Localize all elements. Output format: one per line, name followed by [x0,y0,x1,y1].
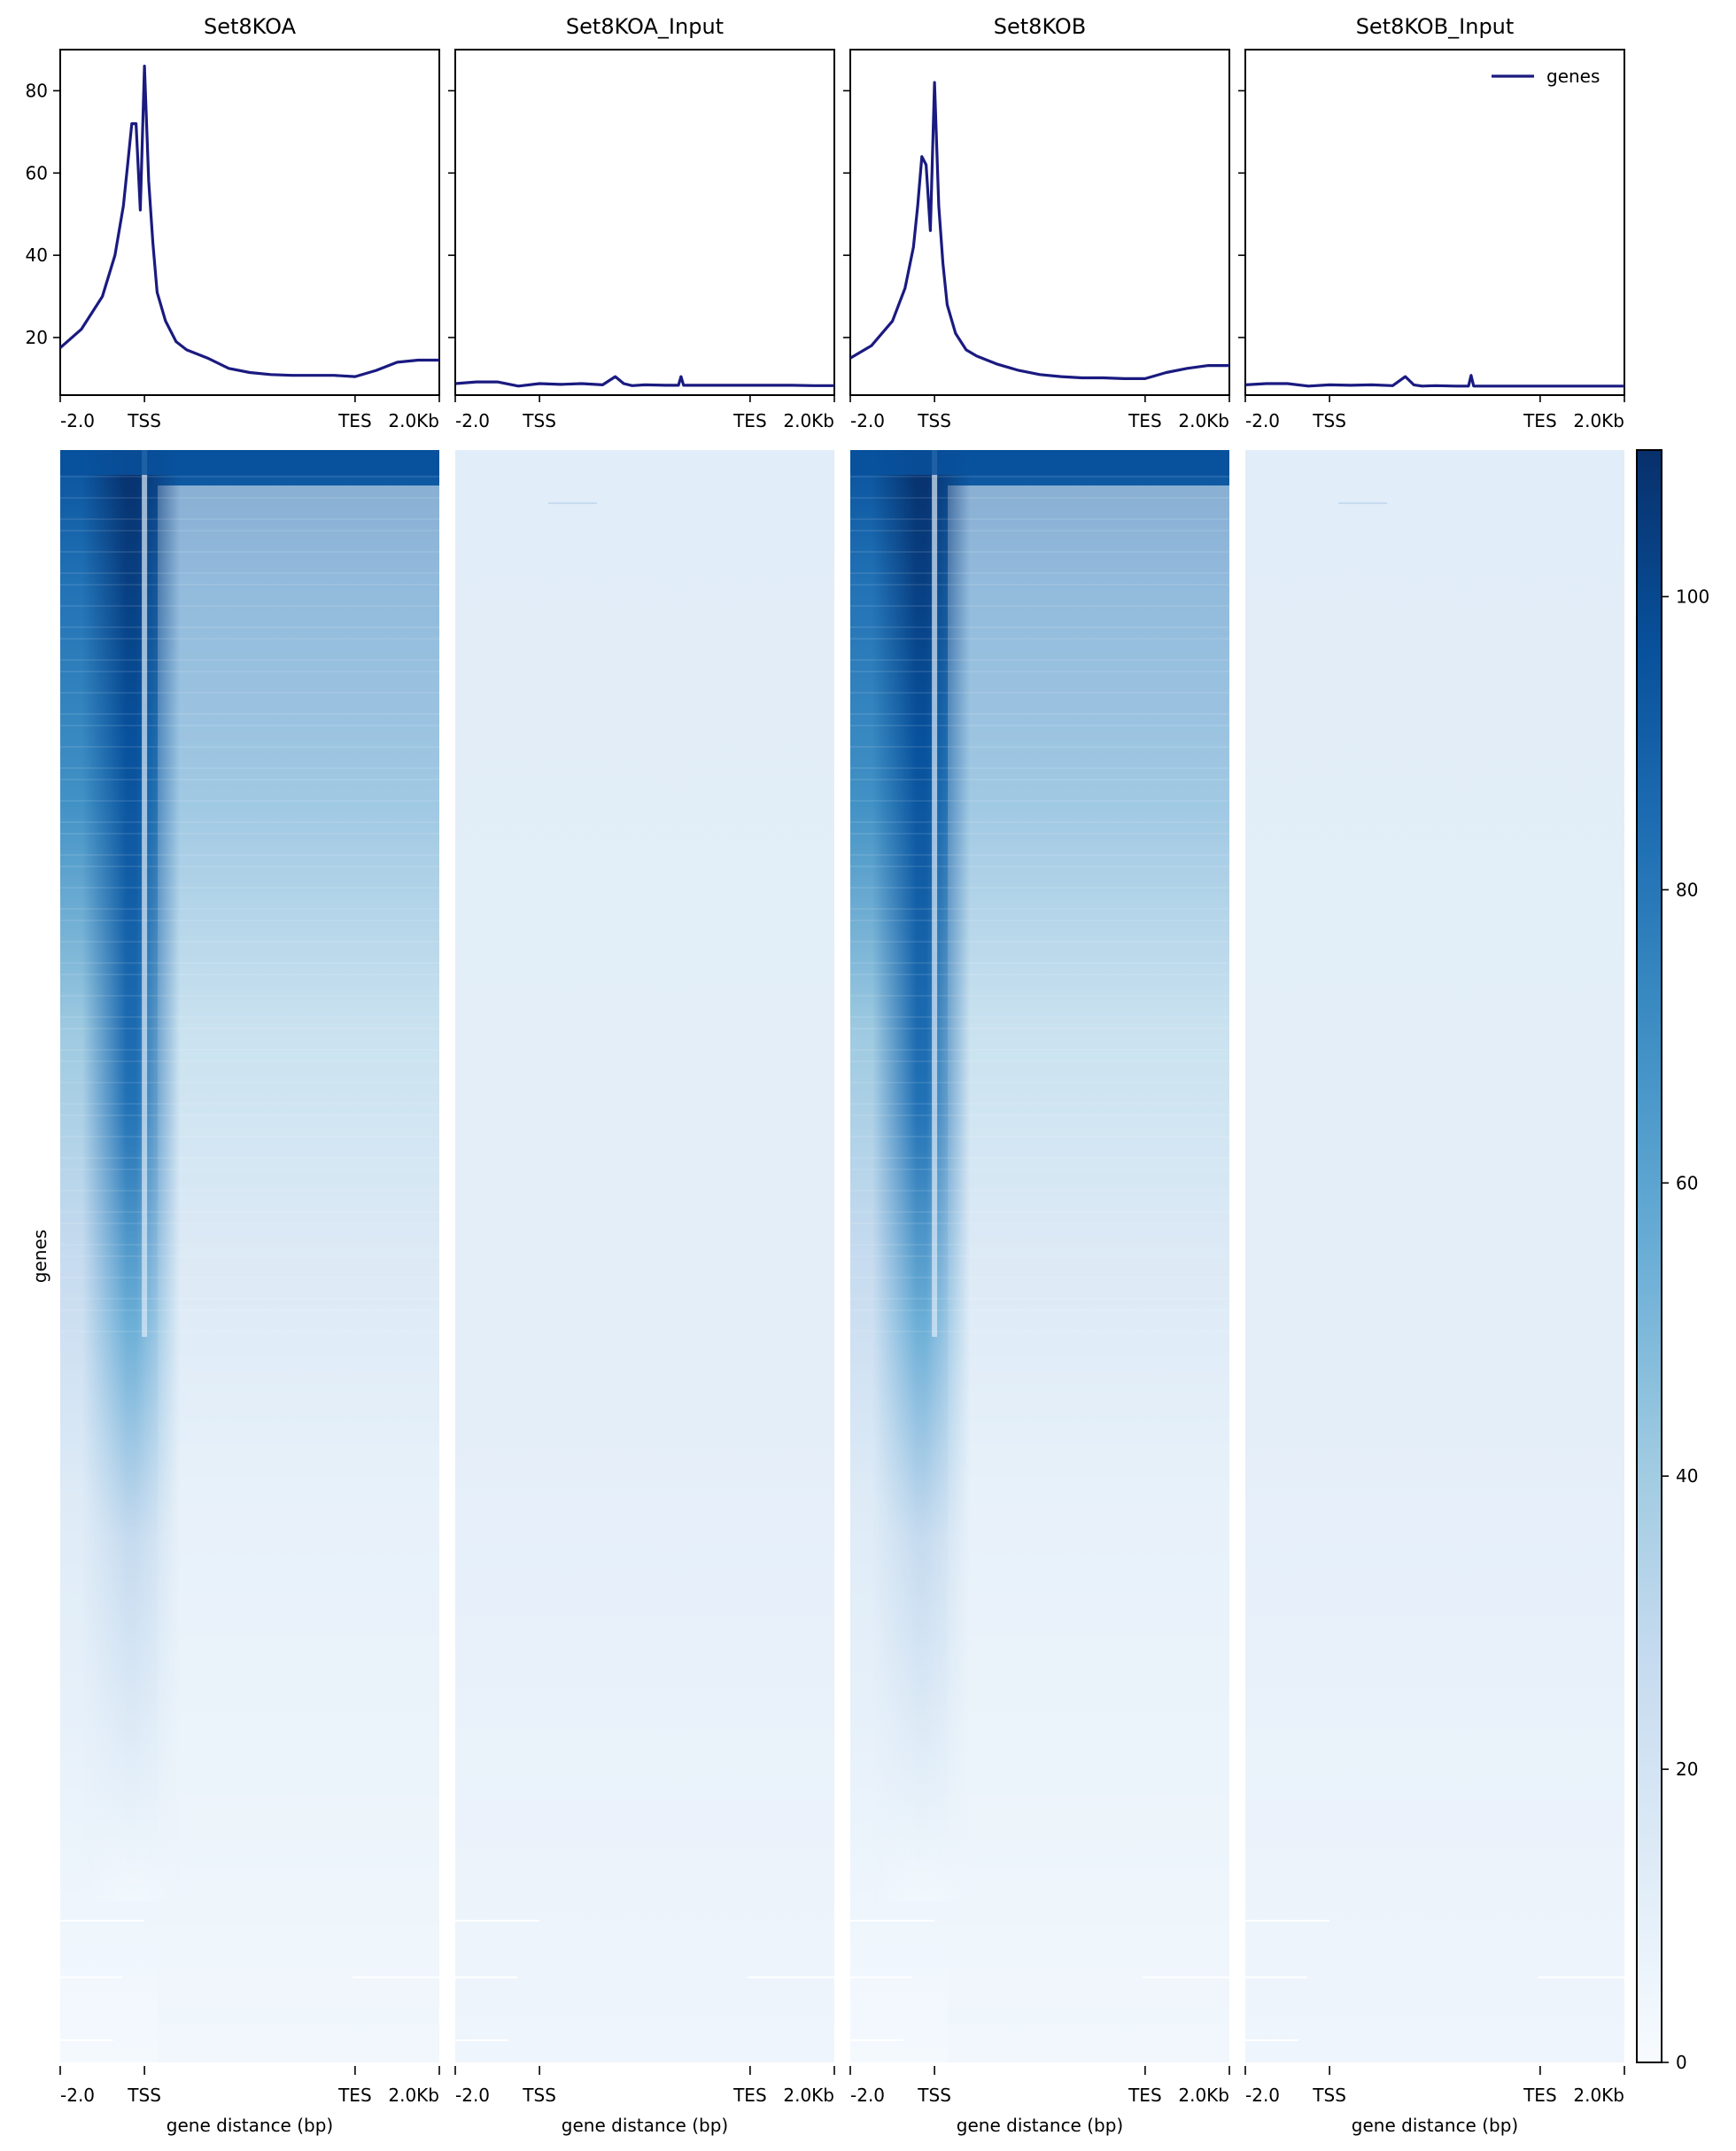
heatmap-xtick-label: TSS [522,2085,556,2106]
heatmap-genebody-fade [158,485,439,2062]
panel-title: Set8KOB [994,14,1086,39]
heatmap-xlabel: gene distance (bp) [1352,2115,1518,2136]
heatmap-xtick-label: TES [337,2085,372,2106]
profile-xtick-label: -2.0 [455,410,490,431]
profile-xtick-label: TES [337,410,372,431]
panel-set8kob-input: Set8KOB_Input -2.0 TSS TES 2.0Kb genes -2.0 TSS… [1238,14,1625,2136]
colorbar-tick-label: 40 [1676,1465,1698,1487]
profile-xtick-label: TES [1523,410,1557,431]
profile-xtick-label: -2.0 [850,410,885,431]
panel-title: Set8KOA [204,14,297,39]
panel-set8koa-input: Set8KOA_Input -2.0 TSS TES 2.0Kb -2.0 TSS TES 2.… [448,14,835,2136]
profile-xtick-label: 2.0Kb [1573,410,1624,431]
heatmap [455,450,834,2062]
heatmap-xtick-label: 2.0Kb [1178,2085,1229,2106]
colorbar-tick-label: 80 [1676,879,1698,900]
profile-ytick-label: 20 [26,327,48,348]
profile-xtick-label: TSS [522,410,556,431]
heatmap-xtick-label: -2.0 [455,2085,490,2106]
heatmap-tss-band [82,450,181,1901]
heatmap-xtick-label: -2.0 [60,2085,95,2106]
profile-xtick-label: TES [1128,410,1162,431]
profile-line-set8koa-input [455,375,834,388]
heatmap-xtick-label: 2.0Kb [783,2085,834,2106]
profile-xtick-label: -2.0 [60,410,95,431]
heatmap-xtick-label: TSS [917,2085,951,2106]
panels: Set8KOA 20 40 60 80 -2.0 TSS TES 2.0Kb -2.0 TSS TES… [26,14,1625,2136]
heatmap-xtick-label: TSS [127,2085,161,2106]
heatmap-xtick-label: TES [1128,2085,1162,2106]
profile-frame [59,49,440,396]
colorbar-scale [1636,449,1662,2063]
profile-xtick-label: TSS [917,410,951,431]
heatmap-xlabel: gene distance (bp) [957,2115,1123,2136]
heatmap-xtick-label: 2.0Kb [1573,2085,1624,2106]
colorbar-tick-label: 0 [1676,2052,1687,2073]
heatmap-xtick-label: TSS [1312,2085,1346,2106]
profile-xtick-label: -2.0 [1245,410,1280,431]
panel-title: Set8KOB_Input [1356,14,1515,39]
heatmap [1245,450,1624,2062]
panel-title: Set8KOA_Input [566,14,724,39]
colorbar: 0 20 40 60 80 100 [1636,449,1709,2073]
profile-ytick-label: 40 [26,245,48,266]
profile-line-set8koa [60,65,439,378]
colorbar-tick-label: 20 [1676,1759,1698,1780]
profile-xtick-label: 2.0Kb [388,410,439,431]
heatmap-genebody-fade [948,485,1229,2062]
heatmap-xtick-label: TES [1523,2085,1557,2106]
panel-set8kob: Set8KOB -2.0 TSS TES 2.0Kb -2.0 TSS TES 2.0Kb gen… [843,14,1230,2136]
colorbar-tick-label: 60 [1676,1172,1698,1193]
profile-xtick-label: TSS [1312,410,1346,431]
heatmap-xlabel: gene distance (bp) [562,2115,728,2136]
heatmap [60,450,439,2062]
profile-xtick-label: 2.0Kb [783,410,834,431]
heatmap-xtick-label: 2.0Kb [388,2085,439,2106]
profile-line-set8kob [850,81,1229,380]
heatmap-top-rows [60,450,439,475]
profile-ytick-label: 60 [26,162,48,183]
heatmap-top-rows [850,450,1229,475]
profile-xtick-label: TSS [127,410,161,431]
profile-ytick-label: 80 [26,80,48,101]
heatmap [850,450,1229,2062]
heatmap-tss-dip [932,450,938,1337]
profile-frame [1244,49,1625,396]
heatmap-body [1245,450,1624,2062]
heatmap-xtick-label: TES [732,2085,767,2106]
heatmap-xtick-label: -2.0 [850,2085,885,2106]
heatmap-tss-dip [142,450,148,1337]
profile-xtick-label: TES [732,410,767,431]
heatmap-xlabel: gene distance (bp) [167,2115,333,2136]
profile-xtick-label: 2.0Kb [1178,410,1229,431]
profile-frame [849,49,1230,396]
heatmap-tss-band [872,450,971,1901]
panel-set8koa: Set8KOA 20 40 60 80 -2.0 TSS TES 2.0Kb -2.0 TSS TES… [26,14,440,2136]
heatmap-ylabel: genes [29,1230,50,1283]
profile-line-set8kob-input [1245,374,1624,388]
legend-label: genes [1546,66,1600,87]
colorbar-tick-label: 100 [1676,586,1709,607]
profile-frame [454,49,835,396]
heatmap-body [455,450,834,2062]
heatmap-xtick-label: -2.0 [1245,2085,1280,2106]
